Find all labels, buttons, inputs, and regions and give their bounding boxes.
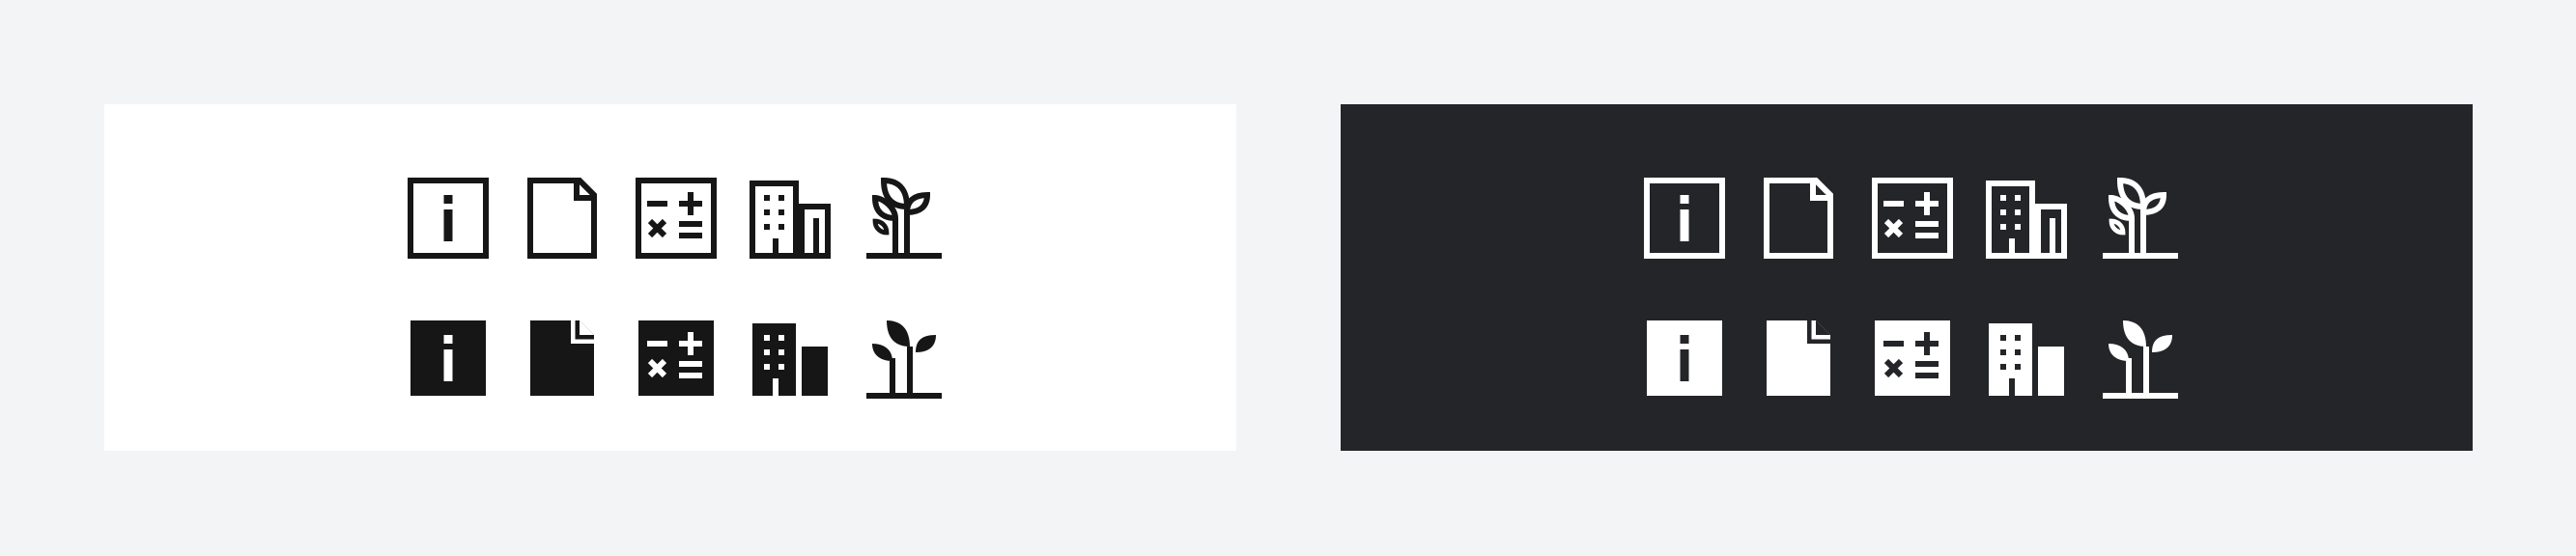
- document-filled-icon: [1752, 312, 1845, 404]
- sprout-filled-icon: [2094, 312, 2187, 404]
- sprout-icon: [2094, 172, 2187, 264]
- document-icon: [1752, 172, 1845, 264]
- calculator-icon: [1866, 172, 1959, 264]
- building-icon: [1980, 172, 2073, 264]
- sprout-filled-icon: [858, 312, 950, 404]
- building-filled-icon: [744, 312, 836, 404]
- document-icon: [516, 172, 609, 264]
- calculator-icon: [630, 172, 722, 264]
- light-theme-panel: [104, 104, 1236, 451]
- calculator-filled-icon: [1866, 312, 1959, 404]
- information-filled-icon: [1638, 312, 1731, 404]
- icon-grid: [1638, 172, 2179, 384]
- dark-theme-panel: [1341, 104, 2473, 451]
- information-filled-icon: [402, 312, 495, 404]
- building-filled-icon: [1980, 312, 2073, 404]
- information-icon: [1638, 172, 1731, 264]
- sprout-icon: [858, 172, 950, 264]
- document-filled-icon: [516, 312, 609, 404]
- building-icon: [744, 172, 836, 264]
- calculator-filled-icon: [630, 312, 722, 404]
- information-icon: [402, 172, 495, 264]
- icon-grid: [402, 172, 943, 384]
